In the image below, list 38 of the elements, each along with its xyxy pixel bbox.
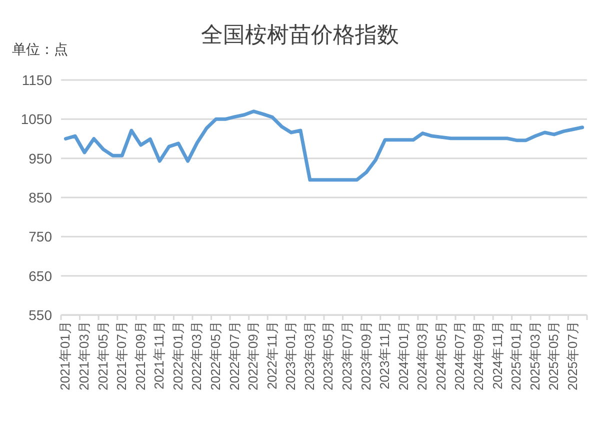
x-tick-label: 2022年05月 bbox=[208, 321, 223, 390]
x-tick-label: 2024年09月 bbox=[470, 321, 486, 390]
chart-title: 全国桉树苗价格指数 bbox=[201, 22, 399, 47]
x-tick-label: 2023年05月 bbox=[320, 321, 336, 390]
x-tick-label: 2024年05月 bbox=[433, 321, 448, 390]
x-tick-label: 2023年01月 bbox=[283, 321, 298, 390]
y-tick-label: 550 bbox=[28, 307, 52, 323]
y-tick-label: 950 bbox=[28, 150, 52, 166]
x-tick-label: 2022年07月 bbox=[226, 321, 242, 390]
x-tick-label: 2024年07月 bbox=[452, 321, 468, 390]
x-tick-label: 2022年11月 bbox=[264, 321, 280, 390]
x-tick-label: 2021年09月 bbox=[132, 321, 148, 390]
x-tick-label: 2025年07月 bbox=[564, 321, 580, 390]
x-tick-label: 2023年07月 bbox=[339, 321, 354, 390]
x-tick-label: 2024年01月 bbox=[396, 321, 411, 390]
y-tick-label: 1150 bbox=[22, 72, 52, 88]
x-tick-label: 2025年05月 bbox=[546, 321, 562, 390]
y-tick-label: 650 bbox=[28, 268, 52, 284]
x-tick-label: 2025年01月 bbox=[508, 321, 524, 390]
x-tick-label: 2022年03月 bbox=[189, 321, 204, 390]
x-tick-label: 2022年01月 bbox=[170, 321, 186, 390]
x-tick-label: 2023年11月 bbox=[377, 321, 392, 390]
y-axis-title: 单位：点 bbox=[12, 41, 68, 57]
x-tick-label: 2022年09月 bbox=[246, 321, 261, 390]
x-tick-label: 2024年03月 bbox=[414, 321, 430, 390]
line-series bbox=[64, 110, 584, 182]
x-tick-label: 2023年09月 bbox=[358, 321, 374, 390]
x-tick-label: 2024年11月 bbox=[490, 321, 505, 390]
x-tick-label: 2021年07月 bbox=[114, 321, 130, 390]
y-tick-label: 850 bbox=[28, 190, 52, 206]
x-tick-label: 2023年03月 bbox=[302, 321, 317, 390]
x-tick-label: 2021年05月 bbox=[95, 321, 110, 390]
x-tick-label: 2025年03月 bbox=[527, 321, 542, 390]
y-tick-label: 1050 bbox=[20, 111, 52, 128]
y-tick-label: 750 bbox=[28, 228, 52, 245]
x-tick-label: 2021年01月 bbox=[58, 321, 73, 390]
x-tick-label: 2021年03月 bbox=[76, 321, 92, 390]
x-tick-label: 2021年11月 bbox=[152, 321, 167, 390]
